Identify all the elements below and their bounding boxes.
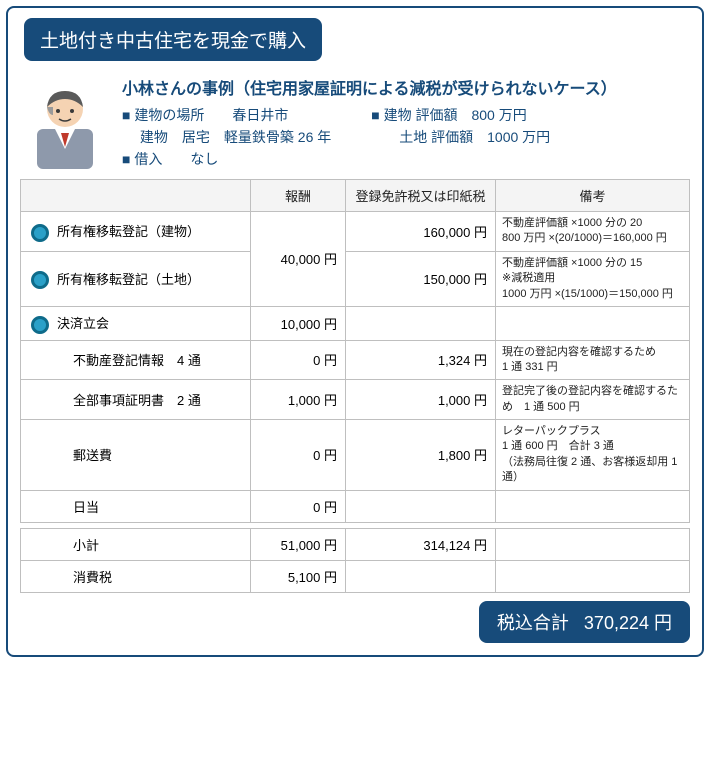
case-detail-line: ■ 建物 評価額 800 万円 [371,105,550,125]
table-header: 登録免許税又は印紙税 [346,180,496,212]
title-pill: 土地付き中古住宅を現金で購入 [24,18,322,61]
table-row: 決済立会10,000 円 [21,306,690,340]
table-header [21,180,251,212]
bullet-icon [31,316,49,334]
case-detail-line: ■ 借入 なし [122,149,331,169]
fee-cell: 0 円 [251,420,346,491]
summary-tax [346,560,496,592]
case-detail-line: ■ 建物の場所 春日井市 [122,105,331,125]
item-cell: 郵送費 [21,420,251,491]
bullet-icon [31,271,49,289]
item-cell: 全部事項証明書 2 通 [21,380,251,420]
summary-tax: 314,124 円 [346,528,496,560]
table-row: 所有権移転登記（建物）40,000 円160,000 円不動産評価額 ×1000… [21,212,690,252]
summary-label: 小計 [21,528,251,560]
total-box: 税込合計 370,224 円 [20,601,690,643]
fee-cell: 0 円 [251,490,346,522]
avatar [20,75,110,169]
tax-cell: 160,000 円 [346,212,496,252]
summary-remark [496,528,690,560]
remark-cell: 不動産評価額 ×1000 分の 20800 万円 ×(20/1000)＝160,… [496,212,690,252]
tax-cell: 150,000 円 [346,251,496,306]
item-cell: 所有権移転登記（建物） [21,212,251,252]
summary-remark [496,560,690,592]
summary-row: 消費税5,100 円 [21,560,690,592]
summary-row: 小計51,000 円314,124 円 [21,528,690,560]
table-row: 不動産登記情報 4 通0 円1,324 円現在の登記内容を確認するため1 通 3… [21,340,690,380]
tax-cell [346,490,496,522]
remark-cell: 登記完了後の登記内容を確認するため 1 通 500 円 [496,380,690,420]
summary-fee: 51,000 円 [251,528,346,560]
document-card: 土地付き中古住宅を現金で購入 小林さんの事例（住宅用家屋証明による減税が受けられ… [6,6,704,657]
tax-cell [346,306,496,340]
table-header: 備考 [496,180,690,212]
remark-cell: 現在の登記内容を確認するため1 通 331 円 [496,340,690,380]
case-details: ■ 建物の場所 春日井市 建物 居宅 軽量鉄骨築 26 年■ 借入 なし ■ 建… [122,105,690,169]
item-cell: 所有権移転登記（土地） [21,251,251,306]
cost-table: 報酬登録免許税又は印紙税備考 所有権移転登記（建物）40,000 円160,00… [20,179,690,593]
remark-cell: レターパックプラス1 通 600 円 合計 3 通（法務局往復 2 通、お客様返… [496,420,690,491]
tax-cell: 1,800 円 [346,420,496,491]
remark-cell [496,490,690,522]
fee-cell: 40,000 円 [251,212,346,307]
summary-label: 消費税 [21,560,251,592]
case-detail-line: 土地 評価額 1000 万円 [371,127,550,147]
table-row: 所有権移転登記（土地） 150,000 円不動産評価額 ×1000 分の 15※減… [21,251,690,306]
remark-cell: 不動産評価額 ×1000 分の 15※減税適用1000 万円 ×(15/1000… [496,251,690,306]
total-pill: 税込合計 370,224 円 [479,601,690,643]
table-row: 郵送費0 円1,800 円レターパックプラス1 通 600 円 合計 3 通（法… [21,420,690,491]
fee-cell: 0 円 [251,340,346,380]
case-heading: 小林さんの事例（住宅用家屋証明による減税が受けられないケース） [122,75,690,99]
tax-cell: 1,000 円 [346,380,496,420]
table-header: 報酬 [251,180,346,212]
summary-fee: 5,100 円 [251,560,346,592]
fee-cell: 10,000 円 [251,306,346,340]
tax-cell: 1,324 円 [346,340,496,380]
case-section: 小林さんの事例（住宅用家屋証明による減税が受けられないケース） ■ 建物の場所 … [20,75,690,169]
case-detail-line: 建物 居宅 軽量鉄骨築 26 年 [122,127,331,147]
remark-cell [496,306,690,340]
fee-cell: 1,000 円 [251,380,346,420]
item-cell: 日当 [21,490,251,522]
bullet-icon [31,224,49,242]
item-cell: 不動産登記情報 4 通 [21,340,251,380]
table-row: 日当0 円 [21,490,690,522]
table-row: 全部事項証明書 2 通1,000 円1,000 円登記完了後の登記内容を確認する… [21,380,690,420]
item-cell: 決済立会 [21,306,251,340]
